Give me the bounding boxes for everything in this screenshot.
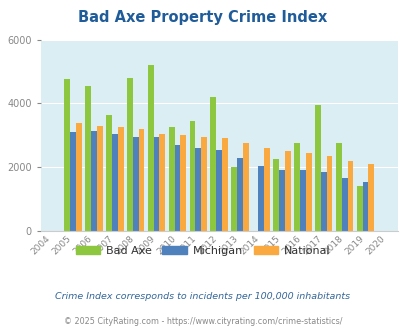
Bar bbox=[347, 161, 352, 231]
Bar bbox=[180, 135, 186, 231]
Bar bbox=[70, 132, 76, 231]
Bar bbox=[210, 97, 216, 231]
Text: Bad Axe Property Crime Index: Bad Axe Property Crime Index bbox=[78, 10, 327, 25]
Bar bbox=[356, 186, 362, 231]
Bar bbox=[91, 130, 96, 231]
Bar bbox=[117, 127, 123, 231]
Bar bbox=[258, 166, 263, 231]
Text: Crime Index corresponds to incidents per 100,000 inhabitants: Crime Index corresponds to incidents per… bbox=[55, 292, 350, 301]
Bar bbox=[85, 86, 91, 231]
Bar bbox=[132, 137, 138, 231]
Bar bbox=[293, 143, 299, 231]
Bar bbox=[367, 164, 373, 231]
Bar bbox=[189, 121, 195, 231]
Bar bbox=[314, 105, 320, 231]
Bar bbox=[216, 150, 222, 231]
Bar bbox=[320, 172, 326, 231]
Bar bbox=[341, 178, 347, 231]
Bar bbox=[335, 143, 341, 231]
Bar bbox=[96, 126, 102, 231]
Bar bbox=[76, 122, 81, 231]
Bar bbox=[111, 134, 117, 231]
Bar bbox=[237, 158, 243, 231]
Bar bbox=[305, 153, 311, 231]
Bar bbox=[273, 159, 278, 231]
Bar bbox=[243, 143, 248, 231]
Bar bbox=[127, 78, 132, 231]
Bar bbox=[159, 134, 165, 231]
Bar bbox=[222, 139, 228, 231]
Bar bbox=[263, 148, 269, 231]
Bar bbox=[174, 145, 180, 231]
Bar bbox=[362, 182, 367, 231]
Text: © 2025 CityRating.com - https://www.cityrating.com/crime-statistics/: © 2025 CityRating.com - https://www.city… bbox=[64, 317, 341, 326]
Bar bbox=[284, 151, 290, 231]
Bar bbox=[147, 65, 153, 231]
Bar bbox=[201, 137, 207, 231]
Bar bbox=[278, 170, 284, 231]
Bar bbox=[195, 148, 201, 231]
Bar bbox=[106, 115, 111, 231]
Bar bbox=[326, 156, 332, 231]
Bar bbox=[299, 170, 305, 231]
Bar bbox=[153, 137, 159, 231]
Bar bbox=[231, 167, 237, 231]
Bar bbox=[168, 127, 174, 231]
Bar bbox=[138, 129, 144, 231]
Legend: Bad Axe, Michigan, National: Bad Axe, Michigan, National bbox=[71, 241, 334, 260]
Bar bbox=[64, 80, 70, 231]
